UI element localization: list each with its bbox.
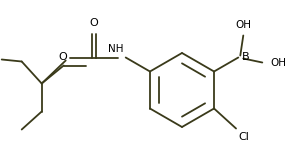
Text: OH: OH	[235, 20, 251, 31]
Text: OH: OH	[270, 57, 286, 68]
Text: Cl: Cl	[238, 131, 249, 141]
Text: NH: NH	[108, 43, 124, 53]
Text: O: O	[89, 18, 98, 29]
Text: O: O	[58, 52, 67, 63]
Text: B: B	[242, 52, 250, 63]
